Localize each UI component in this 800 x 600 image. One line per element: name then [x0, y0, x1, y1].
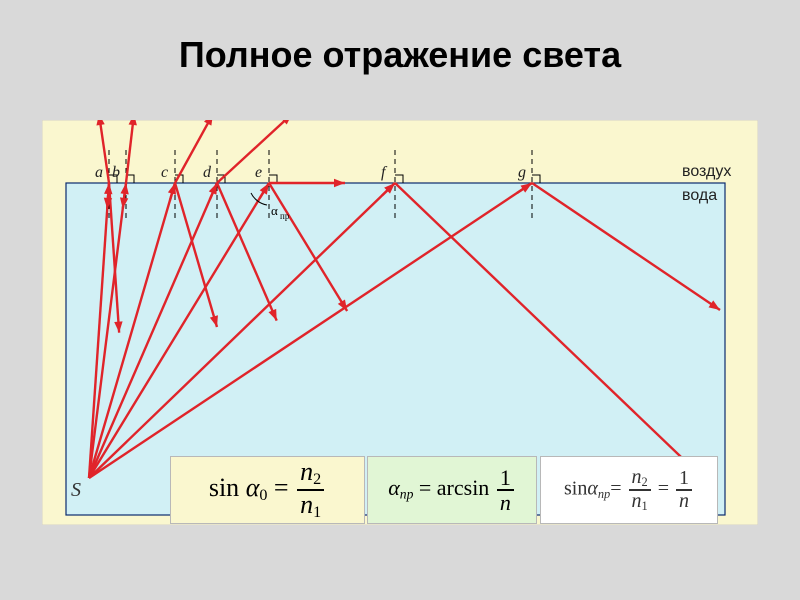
f1-den-sub: 1 [313, 504, 321, 521]
formula-alpha-arcsin: αпр = arcsin 1n [367, 456, 537, 524]
formula-sin-alpha0: sin α0 = n2n1 [170, 456, 365, 524]
f3-den-n: n [632, 490, 642, 512]
f3-eq: = [610, 478, 626, 500]
f2-sub: пр [400, 486, 414, 501]
f3-eq2: = [653, 478, 674, 500]
f2-alpha: α [388, 475, 400, 500]
f1-den-n: n [300, 490, 313, 519]
svg-text:вода: вода [682, 187, 717, 204]
f2-mid: = arcsin [413, 475, 494, 500]
page-root: Полное отражение света воздух вода Sab c d e α… [0, 0, 800, 600]
f3-den-sub: 1 [642, 499, 648, 513]
formula-sin-alpha-pr: sinαпр= n2n1 = 1n [540, 456, 718, 524]
f1-eq: = [267, 473, 295, 502]
svg-text:e: e [255, 164, 262, 181]
f1-num-n: n [300, 457, 313, 486]
svg-text:c: c [161, 164, 168, 181]
f3-den2: n [676, 491, 692, 512]
f3-alpha: α [587, 478, 598, 500]
svg-text:g: g [518, 164, 526, 181]
f2-frac: 1n [497, 466, 514, 514]
svg-text:S: S [71, 479, 81, 501]
f1-sin: sin [209, 473, 246, 502]
svg-text:b: b [112, 164, 120, 181]
f3-frac1: n2n1 [629, 467, 651, 513]
svg-text:воздух: воздух [682, 163, 731, 180]
f3-num-sub: 2 [642, 475, 648, 489]
f1-frac: n2n1 [297, 458, 324, 522]
svg-text:пр: пр [280, 211, 290, 221]
f3-frac2: 1n [676, 468, 692, 512]
svg-text:α: α [271, 203, 278, 218]
f3-sin: sin [564, 478, 587, 500]
f2-den: n [497, 491, 514, 514]
f2-num: 1 [497, 466, 514, 491]
f1-alpha: α [246, 473, 260, 502]
f3-sub: пр [598, 487, 610, 501]
f1-num-sub: 2 [313, 471, 321, 488]
page-title: Полное отражение света [0, 34, 800, 76]
svg-text:a: a [95, 164, 103, 181]
f3-num2: 1 [676, 468, 692, 491]
svg-text:d: d [203, 164, 212, 181]
f3-num-n: n [632, 466, 642, 488]
